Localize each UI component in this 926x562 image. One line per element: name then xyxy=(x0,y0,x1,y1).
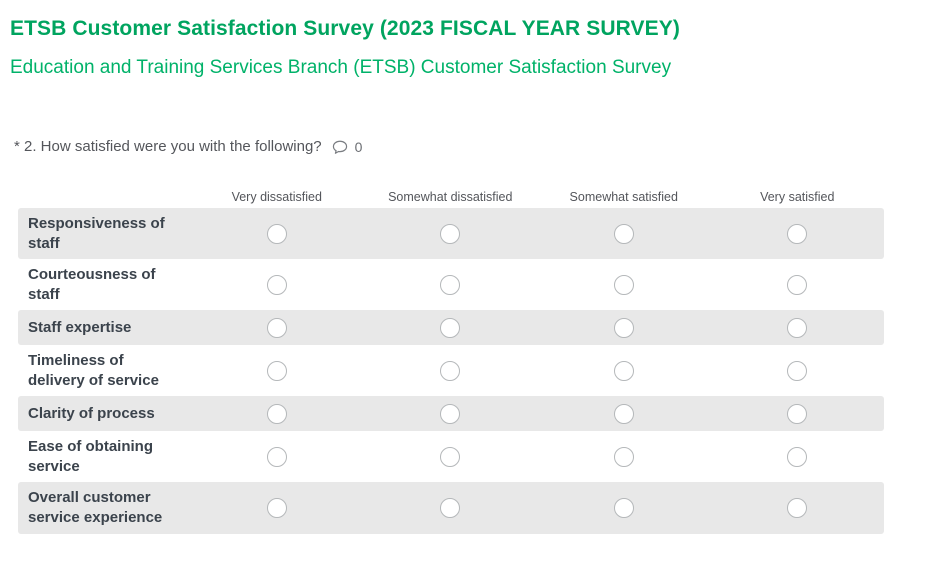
radio-r3-c1[interactable] xyxy=(440,360,461,381)
radio-r5-c3[interactable] xyxy=(787,446,808,467)
radio-r1-c2[interactable] xyxy=(613,274,634,295)
row-label: Overall customer service experience xyxy=(28,489,163,526)
row-label: Staff expertise xyxy=(28,318,132,336)
question-row: * 2. How satisfied were you with the fol… xyxy=(14,137,926,157)
matrix-row-staff-expertise: Staff expertise xyxy=(18,310,884,345)
radio-cell-r6-c2[interactable] xyxy=(537,482,711,534)
radio-cell-r6-c3[interactable] xyxy=(711,482,885,534)
radio-cell-r3-c2[interactable] xyxy=(537,345,711,396)
radio-cell-r2-c1[interactable] xyxy=(364,310,538,345)
radio-cell-r5-c3[interactable] xyxy=(711,431,885,482)
matrix-row-timeliness-of-delivery: Timeliness of delivery of service xyxy=(18,345,884,396)
radio-r5-c2[interactable] xyxy=(613,446,634,467)
radio-r4-c3[interactable] xyxy=(787,403,808,424)
row-label: Responsiveness of staff xyxy=(28,214,165,252)
radio-cell-r4-c0[interactable] xyxy=(190,396,364,431)
radio-cell-r5-c2[interactable] xyxy=(537,431,711,482)
radio-r1-c3[interactable] xyxy=(787,274,808,295)
matrix-row-clarity-of-process: Clarity of process xyxy=(18,396,884,431)
radio-r2-c3[interactable] xyxy=(787,317,808,338)
question-label: * 2. How satisfied were you with the fol… xyxy=(14,138,322,155)
column-header-somewhat-dissatisfied: Somewhat dissatisfied xyxy=(388,190,513,204)
radio-cell-r2-c2[interactable] xyxy=(537,310,711,345)
radio-r3-c2[interactable] xyxy=(613,360,634,381)
radio-r2-c0[interactable] xyxy=(266,317,287,338)
radio-r2-c1[interactable] xyxy=(440,317,461,338)
radio-r5-c0[interactable] xyxy=(266,446,287,467)
radio-cell-r0-c1[interactable] xyxy=(364,208,538,259)
radio-cell-r3-c0[interactable] xyxy=(190,345,364,396)
radio-r4-c0[interactable] xyxy=(266,403,287,424)
radio-r0-c0[interactable] xyxy=(266,223,287,244)
radio-cell-r1-c3[interactable] xyxy=(711,259,885,310)
radio-cell-r0-c3[interactable] xyxy=(711,208,885,259)
radio-r2-c2[interactable] xyxy=(613,317,634,338)
radio-r3-c0[interactable] xyxy=(266,360,287,381)
radio-cell-r2-c3[interactable] xyxy=(711,310,885,345)
radio-cell-r0-c2[interactable] xyxy=(537,208,711,259)
radio-cell-r5-c0[interactable] xyxy=(190,431,364,482)
matrix-row-overall-customer-service-experience: Overall customer service experience xyxy=(18,482,884,534)
comment-count-control[interactable]: 0 xyxy=(332,139,363,155)
comment-count: 0 xyxy=(354,139,363,155)
speech-bubble-icon xyxy=(332,139,348,155)
radio-r6-c1[interactable] xyxy=(440,498,461,518)
column-header-very-satisfied: Very satisfied xyxy=(760,190,835,204)
radio-cell-r4-c1[interactable] xyxy=(364,396,538,431)
radio-cell-r0-c0[interactable] xyxy=(190,208,364,259)
matrix-row-courteousness-of-staff: Courteousness of staff xyxy=(18,259,884,310)
row-label: Timeliness of delivery of service xyxy=(28,351,159,389)
column-header-very-dissatisfied: Very dissatisfied xyxy=(231,190,322,204)
radio-r6-c2[interactable] xyxy=(613,498,634,518)
matrix-column-headers: Very dissatisfied Somewhat dissatisfied … xyxy=(18,186,884,208)
radio-cell-r1-c2[interactable] xyxy=(537,259,711,310)
matrix-row-responsiveness-of-staff: Responsiveness of staff xyxy=(18,208,884,259)
radio-r0-c3[interactable] xyxy=(787,223,808,244)
radio-r3-c3[interactable] xyxy=(787,360,808,381)
radio-cell-r3-c1[interactable] xyxy=(364,345,538,396)
radio-r1-c0[interactable] xyxy=(266,274,287,295)
survey-subtitle: Education and Training Services Branch (… xyxy=(10,57,672,78)
column-header-somewhat-satisfied: Somewhat satisfied xyxy=(569,190,678,204)
row-label: Courteousness of staff xyxy=(28,265,156,303)
radio-r1-c1[interactable] xyxy=(440,274,461,295)
radio-r0-c1[interactable] xyxy=(440,223,461,244)
radio-cell-r4-c2[interactable] xyxy=(537,396,711,431)
radio-cell-r6-c0[interactable] xyxy=(190,482,364,534)
survey-title: ETSB Customer Satisfaction Survey (2023 … xyxy=(10,17,680,40)
radio-r4-c2[interactable] xyxy=(613,403,634,424)
radio-r4-c1[interactable] xyxy=(440,403,461,424)
survey-page: ETSB Customer Satisfaction Survey (2023 … xyxy=(0,16,926,562)
radio-cell-r1-c1[interactable] xyxy=(364,259,538,310)
header-spacer xyxy=(18,192,183,202)
radio-r6-c0[interactable] xyxy=(266,498,287,518)
radio-r5-c1[interactable] xyxy=(440,446,461,467)
rating-matrix: Very dissatisfied Somewhat dissatisfied … xyxy=(18,186,884,534)
radio-cell-r4-c3[interactable] xyxy=(711,396,885,431)
radio-cell-r3-c3[interactable] xyxy=(711,345,885,396)
matrix-row-ease-of-obtaining-service: Ease of obtaining service xyxy=(18,431,884,482)
radio-cell-r2-c0[interactable] xyxy=(190,310,364,345)
radio-cell-r1-c0[interactable] xyxy=(190,259,364,310)
radio-cell-r5-c1[interactable] xyxy=(364,431,538,482)
row-label: Clarity of process xyxy=(28,404,155,422)
radio-cell-r6-c1[interactable] xyxy=(364,482,538,534)
radio-r0-c2[interactable] xyxy=(613,223,634,244)
radio-r6-c3[interactable] xyxy=(787,498,808,518)
row-label: Ease of obtaining service xyxy=(28,437,154,475)
